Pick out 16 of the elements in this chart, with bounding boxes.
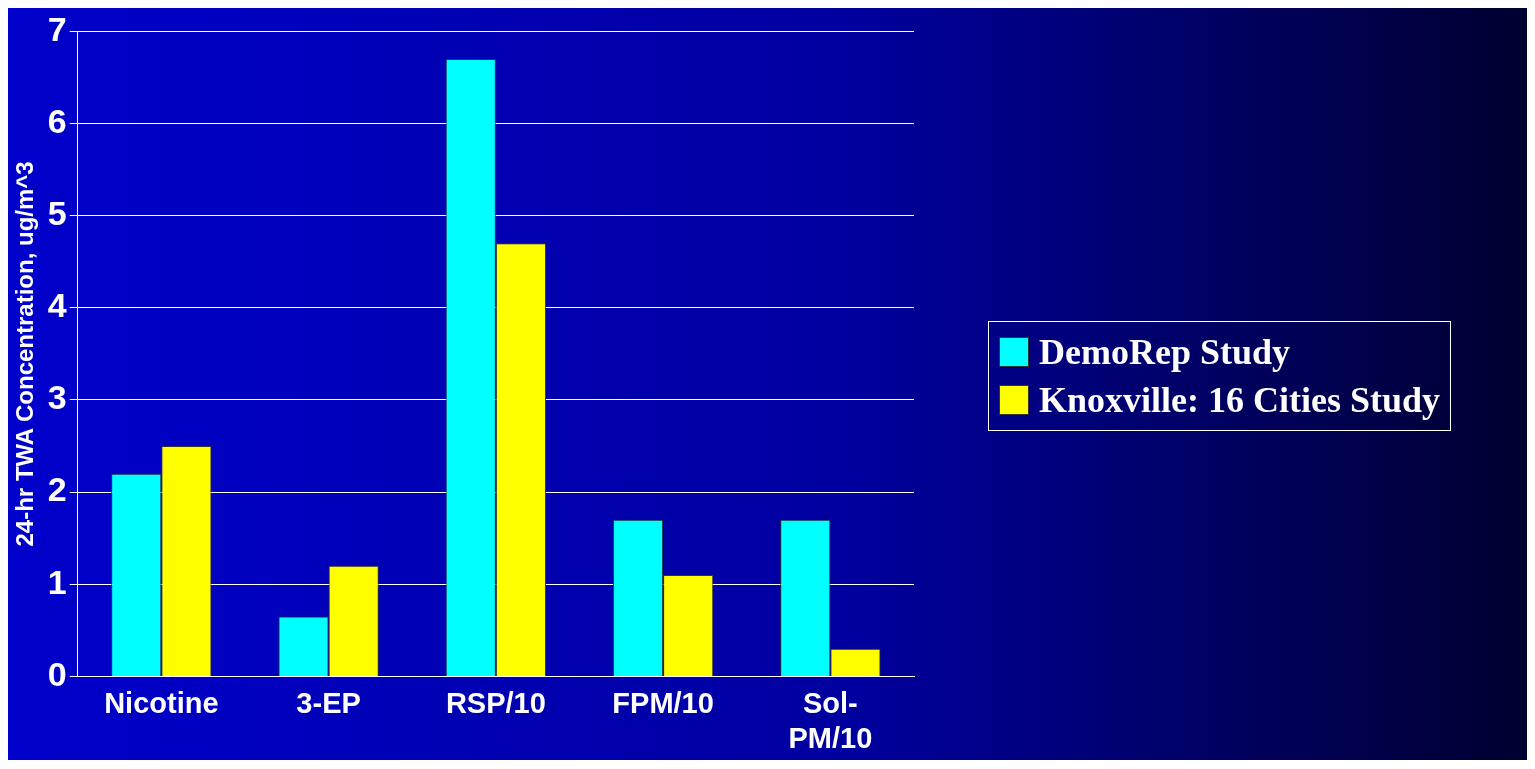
y-tick-label: 7 <box>47 9 67 48</box>
y-tick-label: 4 <box>47 286 67 325</box>
x-tick-label: Nicotine <box>104 686 219 719</box>
y-tick-label: 3 <box>47 378 67 417</box>
y-tick-label: 0 <box>47 654 67 693</box>
x-tick-label: RSP/10 <box>445 686 546 719</box>
x-tick-label: FPM/10 <box>612 686 714 719</box>
y-axis-title: 24-hr TWA Concentration, ug/m^3 <box>11 161 39 547</box>
y-tick-label: 2 <box>47 470 67 509</box>
x-tick-label: 3-EP <box>296 686 361 719</box>
y-tick-label: 6 <box>47 101 67 140</box>
x-tick-label: Sol-PM/10 <box>788 686 873 754</box>
y-tick-label: 5 <box>47 194 67 233</box>
legend-label: Knoxville: 16 Cities Study <box>1039 379 1441 422</box>
text: DemoRep Study <box>1039 331 1291 374</box>
y-tick-label: 1 <box>47 562 67 601</box>
